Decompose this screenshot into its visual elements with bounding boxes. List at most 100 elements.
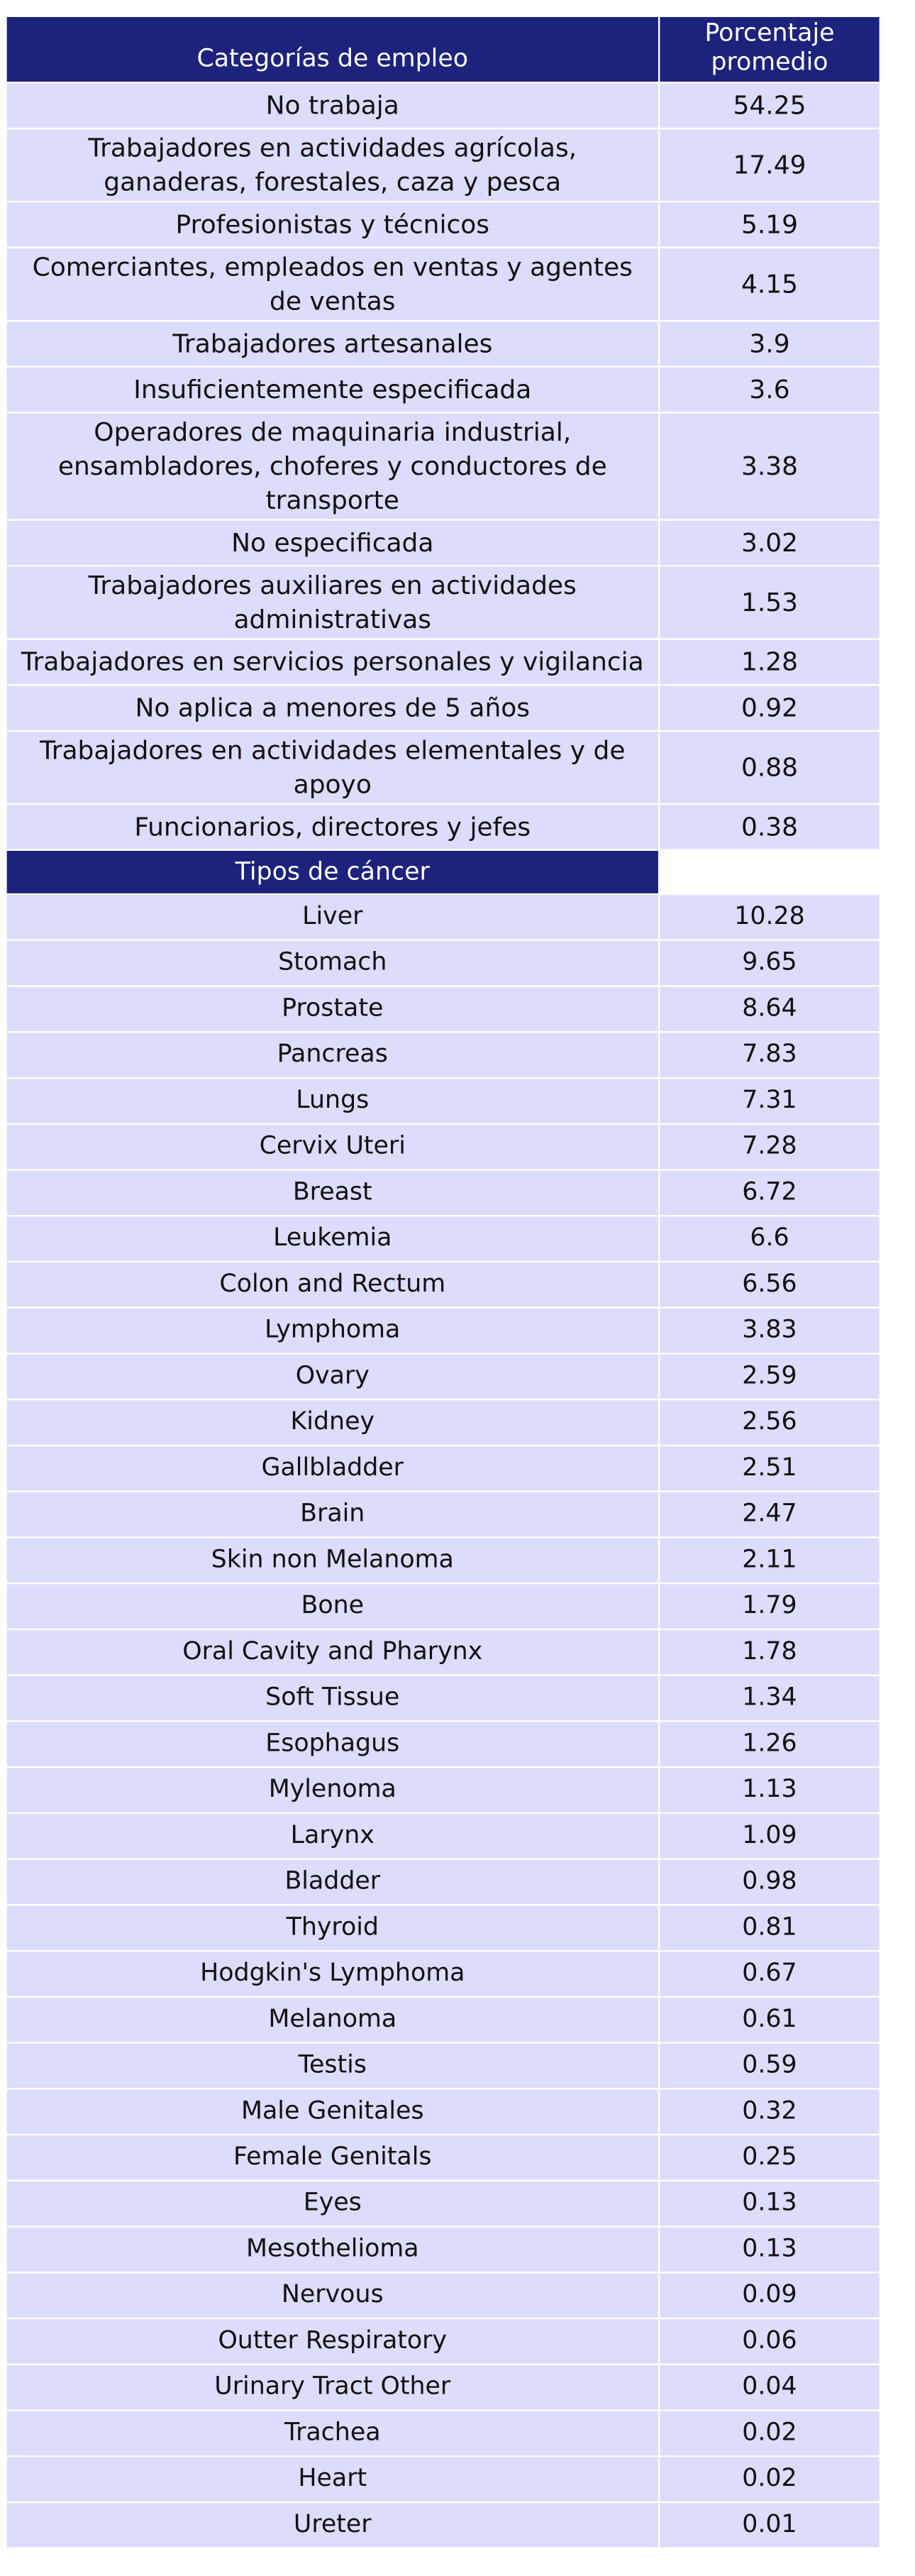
percent-column-header: Porcentaje promedio [658, 15, 882, 84]
row-category-cell: Leukemia [5, 1215, 660, 1263]
row-percent-cell: 3.6 [658, 365, 882, 414]
row-category-cell: Soft Tissue [5, 1674, 660, 1722]
percent-header-line2: promedio [711, 49, 828, 77]
row-percent-cell: 1.09 [658, 1812, 882, 1860]
row-category-cell: No especificada [5, 519, 660, 567]
row-category-cell: Trabajadores en actividades elementales … [5, 730, 660, 805]
table-row: Brain 2.47 [5, 1490, 882, 1539]
table-row: Urinary Tract Other 0.04 [5, 2363, 882, 2411]
row-percent-cell: 2.59 [658, 1353, 882, 1401]
row-category-cell: Profesionistas y técnicos [5, 200, 660, 249]
table-row: No aplica a menores de 5 años 0.92 [5, 683, 882, 732]
row-category-cell: Gallbladder [5, 1444, 660, 1492]
row-percent-cell: 0.04 [658, 2363, 882, 2411]
table-row: Bladder 0.98 [5, 1858, 882, 1906]
table-row: Nervous 0.09 [5, 2272, 882, 2320]
table-row: Outter Respiratory 0.06 [5, 2317, 882, 2365]
table-row: Trachea 0.02 [5, 2409, 882, 2457]
row-category-cell: Brain [5, 1490, 660, 1539]
row-percent-cell: 1.53 [658, 565, 882, 640]
row-category-cell: Thyroid [5, 1904, 660, 1952]
table-row: Funcionarios, directores y jefes 0.38 [5, 803, 882, 851]
table-row: Stomach 9.65 [5, 939, 882, 987]
cancer-section-header-blank [658, 849, 882, 896]
row-percent-cell: 3.02 [658, 519, 882, 567]
table-row: Trabajadores auxiliares en actividades a… [5, 565, 882, 640]
table-row: Operadores de maquinaria industrial, ens… [5, 412, 882, 521]
row-percent-cell: 1.28 [658, 638, 882, 686]
row-category-cell: Eyes [5, 2179, 660, 2228]
cancer-section: Liver 10.28 Stomach 9.65 Prostate 8.64 Pancrea… [5, 893, 882, 2549]
row-percent-cell: 0.67 [658, 1949, 882, 1998]
table-row: Breast 6.72 [5, 1169, 882, 1217]
row-percent-cell: 0.09 [658, 2272, 882, 2320]
table-row: Comerciantes, empleados en ventas y agen… [5, 246, 882, 322]
category-column-header: Categorías de empleo [5, 15, 660, 84]
row-percent-cell: 7.31 [658, 1077, 882, 1125]
table-row: Bone 1.79 [5, 1582, 882, 1631]
row-category-cell: Kidney [5, 1398, 660, 1447]
row-category-cell: Urinary Tract Other [5, 2363, 660, 2411]
row-percent-cell: 0.02 [658, 2409, 882, 2457]
row-percent-cell: 8.64 [658, 985, 882, 1033]
row-category-cell: Operadores de maquinaria industrial, ens… [5, 412, 660, 521]
table-row: Kidney 2.56 [5, 1398, 882, 1447]
row-percent-cell: 17.49 [658, 127, 882, 203]
table-row: Testis 0.59 [5, 2042, 882, 2090]
row-category-cell: No trabaja [5, 82, 660, 130]
row-category-cell: Trabajadores en actividades agrícolas, g… [5, 127, 660, 203]
row-percent-cell: 9.65 [658, 939, 882, 987]
table-row: Soft Tissue 1.34 [5, 1674, 882, 1722]
row-percent-cell: 2.11 [658, 1536, 882, 1585]
row-percent-cell: 0.98 [658, 1858, 882, 1906]
table-row: Male Genitales 0.32 [5, 2088, 882, 2136]
table-row: Profesionistas y técnicos 5.19 [5, 200, 882, 249]
row-category-cell: Breast [5, 1169, 660, 1217]
row-category-cell: Ureter [5, 2501, 660, 2549]
row-category-cell: Comerciantes, empleados en ventas y agen… [5, 246, 660, 322]
row-percent-cell: 7.28 [658, 1123, 882, 1171]
table-row: Oral Cavity and Pharynx 1.78 [5, 1628, 882, 1676]
row-category-cell: Lungs [5, 1077, 660, 1125]
table-row: Esophagus 1.26 [5, 1720, 882, 1768]
row-percent-cell: 3.9 [658, 319, 882, 368]
row-percent-cell: 3.83 [658, 1306, 882, 1355]
row-percent-cell: 2.47 [658, 1490, 882, 1539]
row-category-cell: Colon and Rectum [5, 1260, 660, 1309]
row-percent-cell: 1.13 [658, 1766, 882, 1815]
row-category-cell: Bone [5, 1582, 660, 1631]
table-row: Lungs 7.31 [5, 1077, 882, 1125]
row-percent-cell: 6.72 [658, 1169, 882, 1217]
row-category-cell: Outter Respiratory [5, 2317, 660, 2365]
row-category-cell: Trabajadores artesanales [5, 319, 660, 368]
row-category-cell: Female Genitals [5, 2133, 660, 2181]
row-category-cell: Bladder [5, 1858, 660, 1906]
row-percent-cell: 0.59 [658, 2042, 882, 2090]
table-row: Skin non Melanoma 2.11 [5, 1536, 882, 1585]
table-row: Gallbladder 2.51 [5, 1444, 882, 1492]
table-row: Liver 10.28 [5, 893, 882, 941]
employment-section: No trabaja 54.25 Trabajadores en actividad… [5, 82, 882, 851]
table-row: Eyes 0.13 [5, 2179, 882, 2228]
table-row: Cervix Uteri 7.28 [5, 1123, 882, 1171]
row-percent-cell: 0.01 [658, 2501, 882, 2549]
row-percent-cell: 0.61 [658, 1996, 882, 2044]
table-row: Hodgkin's Lymphoma 0.67 [5, 1949, 882, 1998]
table-row: Larynx 1.09 [5, 1812, 882, 1860]
row-percent-cell: 0.92 [658, 683, 882, 732]
row-percent-cell: 3.38 [658, 412, 882, 521]
row-percent-cell: 6.6 [658, 1215, 882, 1263]
table-row: No trabaja 54.25 [5, 82, 882, 130]
row-category-cell: Oral Cavity and Pharynx [5, 1628, 660, 1676]
row-percent-cell: 1.79 [658, 1582, 882, 1631]
table-row: Trabajadores en actividades agrícolas, g… [5, 127, 882, 203]
row-category-cell: Heart [5, 2455, 660, 2504]
table-row: No especificada 3.02 [5, 519, 882, 567]
row-category-cell: Trabajadores en servicios personales y v… [5, 638, 660, 686]
table-row: Heart 0.02 [5, 2455, 882, 2504]
row-percent-cell: 0.38 [658, 803, 882, 851]
cancer-section-header: Tipos de cáncer [5, 849, 660, 896]
table-row: Colon and Rectum 6.56 [5, 1260, 882, 1309]
row-category-cell: Mylenoma [5, 1766, 660, 1815]
row-percent-cell: 0.81 [658, 1904, 882, 1952]
